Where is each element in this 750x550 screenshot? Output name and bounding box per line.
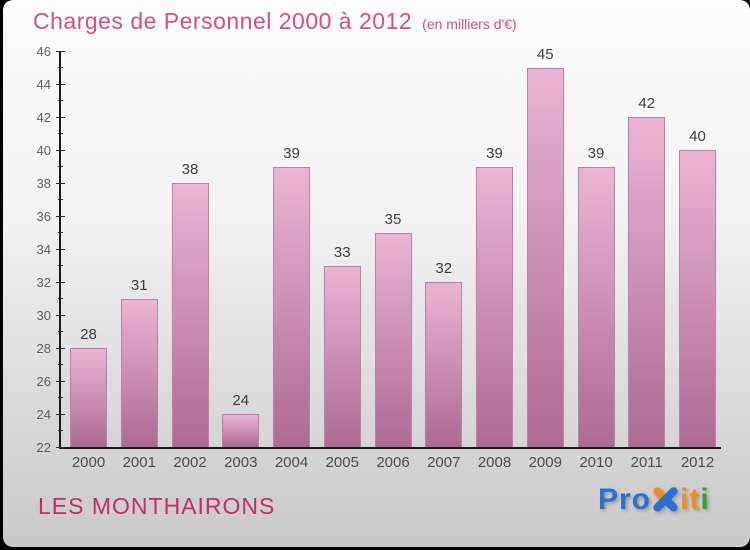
- bar-value-label: 45: [536, 45, 554, 63]
- y-major-tick: [55, 248, 65, 250]
- chart-subtitle: (en milliers d'€): [422, 16, 517, 32]
- y-tick-label: 26: [36, 374, 51, 389]
- y-minor-tick: [57, 166, 63, 167]
- bar-value-label: 39: [587, 144, 605, 162]
- bar: [374, 232, 412, 447]
- y-tick-label: 34: [36, 242, 51, 257]
- x-tick-label: 2008: [477, 454, 512, 471]
- proxiti-x-icon: [653, 487, 678, 512]
- x-tick-label: 2011: [630, 454, 663, 471]
- x-tick-label: 2003: [224, 454, 258, 471]
- bar-value-label: 28: [80, 326, 97, 343]
- y-major-tick: [55, 314, 65, 316]
- chart-card: Charges de Personnel 2000 à 2012 (en mill…: [3, 0, 750, 547]
- y-tick-label: 30: [36, 308, 51, 323]
- y-major-tick: [55, 413, 65, 415]
- y-tick-label: 32: [36, 275, 51, 290]
- title-row: Charges de Personnel 2000 à 2012 (en mill…: [33, 8, 517, 35]
- y-minor-tick: [57, 67, 63, 68]
- proxiti-logo[interactable]: Pro iti: [598, 483, 710, 517]
- y-tick-label: 28: [36, 341, 51, 356]
- y-major-tick: [55, 116, 65, 118]
- y-minor-tick: [57, 364, 63, 365]
- x-tick-label: 2006: [376, 454, 410, 471]
- y-major-tick: [55, 347, 65, 349]
- y-tick-label: 46: [36, 44, 51, 59]
- bar: [476, 166, 513, 447]
- x-tick-label: 2002: [173, 454, 207, 471]
- bar-value-label: 35: [384, 210, 402, 228]
- x-tick-label: 2004: [274, 454, 309, 471]
- x-tick-label: 2007: [427, 454, 461, 471]
- y-major-tick: [55, 281, 65, 283]
- y-minor-tick: [57, 265, 63, 266]
- logo-text-t: t: [689, 483, 701, 516]
- x-axis: [59, 447, 721, 449]
- x-tick-label: 2009: [528, 454, 562, 471]
- bar-value-label: 39: [283, 144, 300, 162]
- logo-text-pro: Pro: [598, 483, 652, 516]
- bar-value-label: 42: [638, 95, 656, 112]
- x-tick-label: 2012: [680, 454, 715, 471]
- y-major-tick: [55, 149, 65, 151]
- y-minor-tick: [57, 298, 63, 299]
- bar: [425, 282, 463, 447]
- bar: [323, 265, 361, 447]
- y-tick-label: 22: [36, 440, 51, 455]
- bar: [222, 414, 260, 447]
- bar: [628, 117, 666, 447]
- y-major-tick: [55, 50, 65, 52]
- y-minor-tick: [57, 199, 63, 200]
- logo-text-i1: i: [680, 483, 690, 516]
- y-major-tick: [55, 83, 65, 85]
- y-major-tick: [55, 182, 65, 184]
- bar: [526, 67, 564, 447]
- bar-chart: 22 24 26 28 30 32 34 36 38 40 42 44 46 28 2000 31 2001 38…: [3, 0, 750, 547]
- bar-value-label: 40: [689, 128, 706, 145]
- x-tick-label: 2010: [579, 454, 613, 471]
- bar-value-label: 33: [333, 243, 351, 261]
- y-axis: [59, 51, 61, 449]
- y-major-tick: [55, 380, 65, 382]
- y-major-tick: [55, 215, 65, 217]
- y-minor-tick: [57, 331, 63, 332]
- x-tick-label: 2005: [325, 454, 359, 471]
- x-tick-label: 2000: [71, 454, 106, 471]
- bar: [679, 150, 716, 447]
- bar-value-label: 38: [181, 161, 199, 178]
- y-minor-tick: [57, 397, 63, 398]
- y-tick-label: 40: [36, 143, 51, 158]
- logo-text-i2: i: [700, 483, 710, 516]
- y-tick-label: 24: [36, 407, 51, 422]
- chart-title: Charges de Personnel 2000 à 2012: [33, 8, 413, 34]
- bar: [273, 166, 310, 447]
- bar-value-label: 31: [130, 276, 148, 294]
- bar: [120, 298, 158, 447]
- bar-value-label: 24: [232, 392, 250, 409]
- y-tick-label: 38: [36, 176, 51, 191]
- org-name: LES MONTHAIRONS: [38, 493, 276, 519]
- y-minor-tick: [57, 100, 63, 101]
- bar-value-label: 39: [486, 144, 503, 162]
- y-minor-tick: [57, 133, 63, 134]
- y-minor-tick: [57, 430, 63, 431]
- y-tick-label: 44: [36, 77, 51, 92]
- y-tick-label: 42: [36, 110, 51, 125]
- x-tick-label: 2001: [122, 454, 156, 471]
- bar: [70, 348, 107, 447]
- y-minor-tick: [57, 232, 63, 233]
- y-major-tick: [55, 446, 65, 448]
- y-tick-label: 36: [36, 209, 51, 224]
- bar: [577, 166, 615, 447]
- bar: [171, 183, 209, 447]
- bar-value-label: 32: [435, 260, 453, 277]
